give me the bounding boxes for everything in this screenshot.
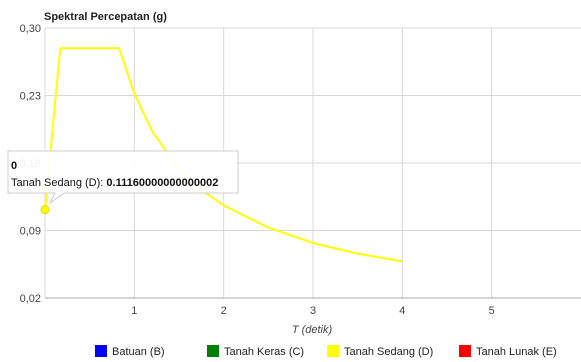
legend: Batuan (B) Tanah Keras (C) Tanah Sedang (D… [95,345,557,358]
legend-swatch [459,345,471,357]
tooltip-value: 0.11160000000000002 [106,177,218,189]
tooltip-box [7,150,239,204]
legend-item: Tanah Lunak (E) [459,345,557,358]
y-tick-label: 0,30 [20,23,41,35]
y-tick-label: 0,02 [20,293,41,305]
x-tick-label: 1 [131,305,137,317]
data-point-marker [40,205,50,215]
legend-label: Tanah Lunak (E) [476,346,557,358]
tooltip-body: Tanah Sedang (D): 0.11160000000000002 [11,177,218,189]
legend-swatch [207,345,219,357]
legend-swatch [95,345,107,357]
tooltip-colon: : [100,177,106,189]
y-tick-label: 0,23 [20,91,41,103]
legend-item: Tanah Sedang (D) [327,345,433,358]
chart-title: Spektral Percepatan (g) [44,11,167,23]
x-tick-label: 5 [489,305,495,317]
legend-label: Tanah Sedang (D) [344,346,433,358]
x-tick-label: 3 [310,305,316,317]
legend-label: Batuan (B) [112,346,165,358]
legend-item: Tanah Keras (C) [207,345,304,358]
legend-swatch [327,345,339,357]
legend-label: Tanah Keras (C) [224,346,304,358]
x-tick-label: 2 [221,305,227,317]
y-tick-label: 0,09 [20,226,41,238]
x-axis-label: T (detik) [292,324,333,336]
x-tick-label: 4 [399,305,405,317]
tooltip-header: 0 [11,160,17,172]
tooltip-series-name: Tanah Sedang (D) [11,177,100,189]
legend-item: Batuan (B) [95,345,165,358]
tooltip: 0 Tanah Sedang (D): 0.11160000000000002 [7,150,239,204]
